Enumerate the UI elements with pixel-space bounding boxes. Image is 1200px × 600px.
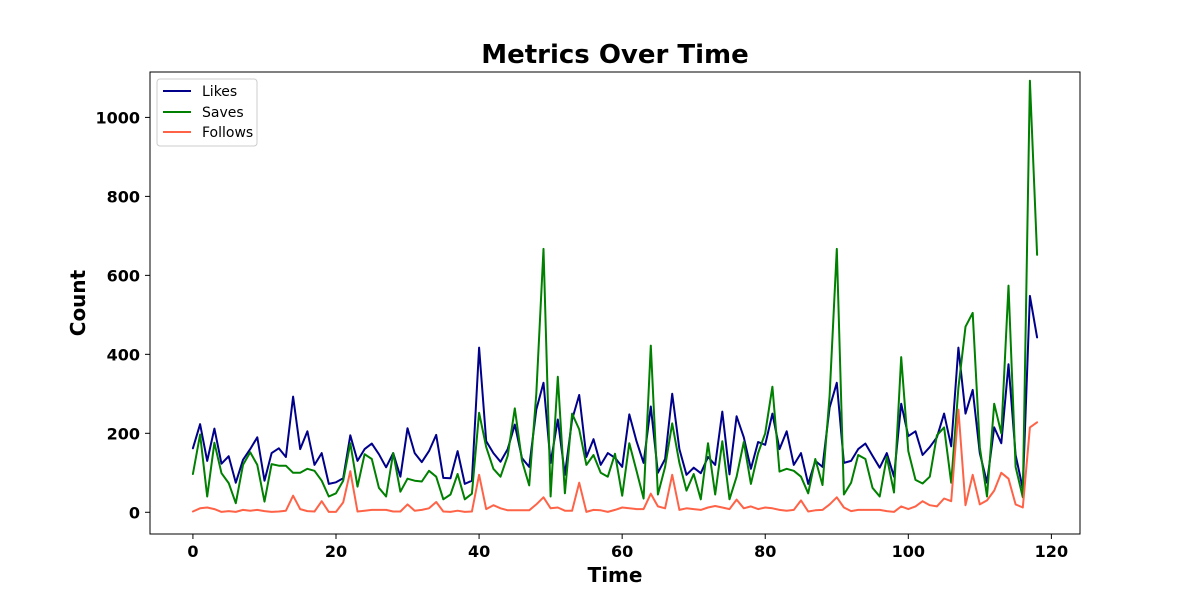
x-axis: 0 20 40 60 80 100 120 bbox=[187, 534, 1068, 561]
legend-box bbox=[156, 78, 258, 147]
x-tick-label: 0 bbox=[187, 542, 198, 561]
y-axis-label: Count bbox=[66, 269, 90, 336]
legend-label-likes: Likes bbox=[202, 84, 237, 100]
legend: Likes Saves Follows bbox=[156, 78, 258, 147]
y-tick-label: 200 bbox=[107, 424, 140, 443]
x-tick-label: 120 bbox=[1035, 542, 1068, 561]
x-tick-label: 60 bbox=[611, 542, 633, 561]
legend-label-follows: Follows bbox=[202, 125, 253, 141]
series-layer bbox=[191, 79, 1039, 513]
y-axis: 0 200 400 600 800 1000 bbox=[95, 108, 150, 522]
legend-label-saves: Saves bbox=[202, 105, 244, 121]
x-tick-label: 40 bbox=[468, 542, 490, 561]
x-tick-label: 20 bbox=[325, 542, 347, 561]
series-line-follows bbox=[191, 408, 1039, 513]
y-tick-label: 600 bbox=[107, 266, 140, 285]
chart-title: Metrics Over Time bbox=[481, 40, 749, 70]
y-tick-label: 0 bbox=[129, 503, 140, 522]
x-axis-label: Time bbox=[588, 563, 643, 587]
plot-area bbox=[149, 71, 1081, 535]
y-tick-label: 800 bbox=[107, 187, 140, 206]
x-tick-label: 80 bbox=[754, 542, 776, 561]
series-line-saves bbox=[191, 79, 1039, 505]
y-tick-label: 400 bbox=[107, 345, 140, 364]
x-tick-label: 100 bbox=[892, 542, 925, 561]
y-tick-label: 1000 bbox=[95, 108, 140, 127]
